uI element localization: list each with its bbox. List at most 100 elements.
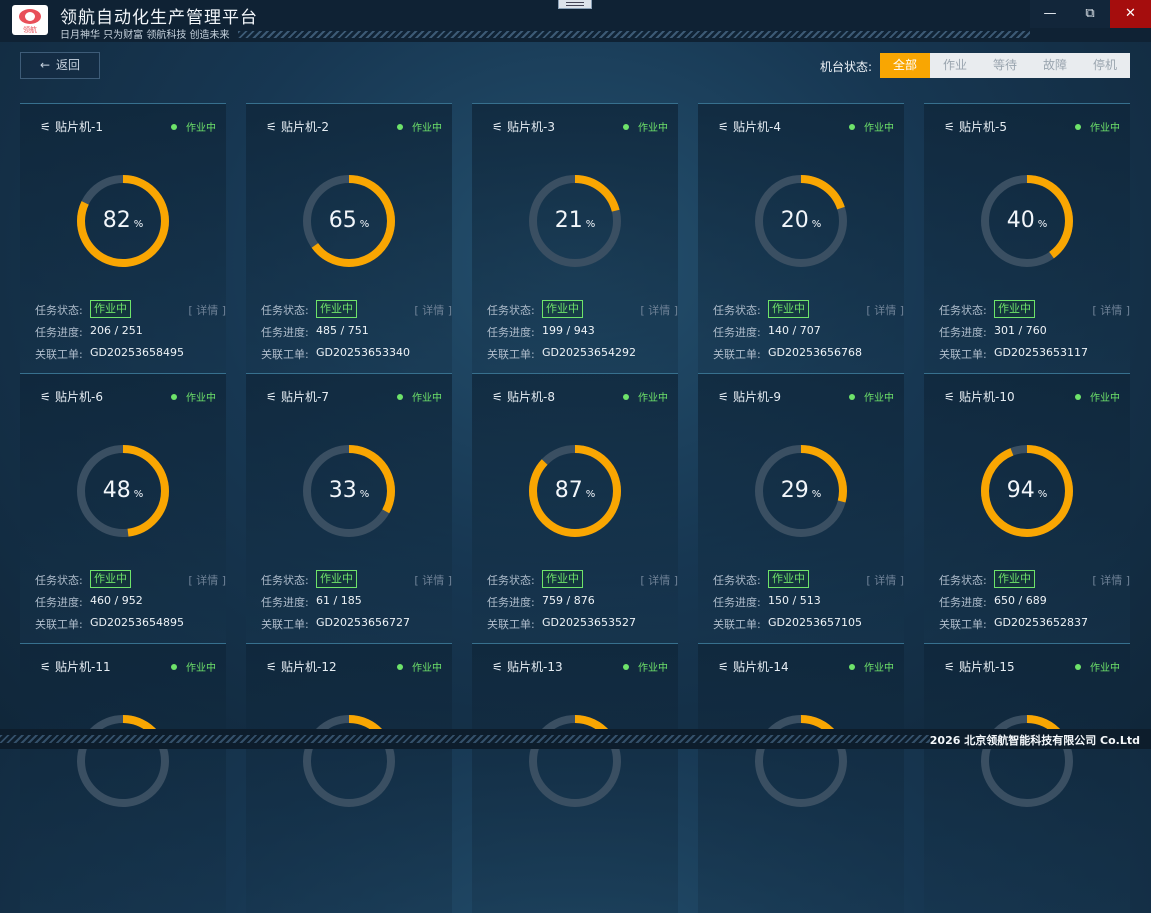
task-progress-label: 任务进度: [35, 596, 83, 609]
machine-card[interactable]: ⚟ 贴片机-15 作业中 [924, 643, 1130, 913]
machine-card[interactable]: ⚟ 贴片机-12 作业中 [246, 643, 452, 913]
progress-percent: 87% [528, 444, 622, 538]
pick-place-machine-icon: ⚟ [718, 660, 729, 674]
machine-card[interactable]: ⚟ 贴片机-3 作业中 21% 任务状态: 作业中 [ 详情 ] 任务进度: 199 / 943… [472, 103, 678, 373]
machine-card[interactable]: ⚟ 贴片机-5 作业中 40% 任务状态: 作业中 [ 详情 ] 任务进度: 301 / 760… [924, 103, 1130, 373]
machine-status: 作业中 [849, 119, 894, 134]
filter-option[interactable]: 故障 [1030, 53, 1080, 78]
machine-card[interactable]: ⚟ 贴片机-6 作业中 48% 任务状态: 作业中 [ 详情 ] 任务进度: 460 / 952… [20, 373, 226, 643]
minimize-button[interactable]: — [1030, 0, 1070, 28]
filter-option[interactable]: 全部 [880, 53, 930, 78]
machine-name-text: 贴片机-5 [959, 120, 1007, 134]
progress-percent: 20% [754, 174, 848, 268]
machine-name: ⚟ 贴片机-2 [266, 118, 329, 135]
copyright: 2026 北京领航智能科技有限公司 Co.Ltd [929, 734, 1140, 747]
work-order-value: GD20253653340 [316, 346, 410, 359]
progress-ring-fill [303, 445, 395, 537]
machine-card[interactable]: ⚟ 贴片机-2 作业中 65% 任务状态: 作业中 [ 详情 ] 任务进度: 485 / 751… [246, 103, 452, 373]
drag-handle-icon[interactable] [558, 0, 592, 9]
close-button[interactable]: ✕ [1110, 0, 1151, 28]
machine-name-text: 贴片机-15 [959, 660, 1015, 674]
machine-status-text: 作业中 [412, 663, 442, 674]
task-progress-label: 任务进度: [713, 596, 761, 609]
progress-ring-fill [755, 445, 847, 537]
machine-card[interactable]: ⚟ 贴片机-1 作业中 82% 任务状态: 作业中 [ 详情 ] 任务进度: 206 / 251… [20, 103, 226, 373]
progress-ring [303, 445, 395, 537]
status-dot-icon [1075, 394, 1081, 400]
machine-card[interactable]: ⚟ 贴片机-14 作业中 [698, 643, 904, 913]
back-button[interactable]: ← 返回 [20, 52, 100, 79]
task-progress-label: 任务进度: [487, 596, 535, 609]
detail-link[interactable]: [ 详情 ] [1092, 574, 1130, 587]
task-status-badge: 作业中 [768, 300, 809, 318]
machine-name: ⚟ 贴片机-8 [492, 388, 555, 405]
progress-ring-fill [529, 175, 621, 267]
status-dot-icon [849, 664, 855, 670]
machine-status: 作业中 [849, 659, 894, 674]
work-order-value: GD20253654292 [542, 346, 636, 359]
machine-name: ⚟ 贴片机-9 [718, 388, 781, 405]
machine-card[interactable]: ⚟ 贴片机-11 作业中 [20, 643, 226, 913]
detail-link[interactable]: [ 详情 ] [188, 304, 226, 317]
detail-link[interactable]: [ 详情 ] [414, 304, 452, 317]
work-order-label: 关联工单: [487, 618, 535, 631]
progress-ring-fill [77, 175, 169, 267]
machine-card[interactable]: ⚟ 贴片机-9 作业中 29% 任务状态: 作业中 [ 详情 ] 任务进度: 150 / 513… [698, 373, 904, 643]
filter-option[interactable]: 等待 [980, 53, 1030, 78]
work-order-label: 关联工单: [487, 348, 535, 361]
machine-name-text: 贴片机-13 [507, 660, 563, 674]
task-progress-value: 61 / 185 [316, 594, 362, 607]
machine-name-text: 贴片机-2 [281, 120, 329, 134]
machine-name: ⚟ 贴片机-1 [40, 118, 103, 135]
machine-card[interactable]: ⚟ 贴片机-13 作业中 [472, 643, 678, 913]
task-progress-value: 140 / 707 [768, 324, 821, 337]
filter-option[interactable]: 停机 [1080, 53, 1130, 78]
machine-name-text: 贴片机-3 [507, 120, 555, 134]
pick-place-machine-icon: ⚟ [718, 390, 729, 404]
status-dot-icon [397, 124, 403, 130]
task-progress-value: 150 / 513 [768, 594, 821, 607]
detail-link[interactable]: [ 详情 ] [640, 574, 678, 587]
work-order-value: GD20253657105 [768, 616, 862, 629]
progress-percent: 40% [980, 174, 1074, 268]
detail-link[interactable]: [ 详情 ] [414, 574, 452, 587]
task-progress-label: 任务进度: [939, 326, 987, 339]
machine-status: 作业中 [1075, 389, 1120, 404]
detail-link[interactable]: [ 详情 ] [188, 574, 226, 587]
machine-card[interactable]: ⚟ 贴片机-10 作业中 94% 任务状态: 作业中 [ 详情 ] 任务进度: 650 / 68… [924, 373, 1130, 643]
progress-percent-value: 20 [780, 208, 809, 233]
work-order-label: 关联工单: [35, 348, 83, 361]
progress-ring [77, 175, 169, 267]
task-status-label: 任务状态: [939, 574, 987, 587]
pick-place-machine-icon: ⚟ [266, 120, 277, 134]
progress-ring-fill [303, 715, 395, 807]
machine-name: ⚟ 贴片机-11 [40, 658, 111, 675]
machine-status: 作业中 [397, 389, 442, 404]
machine-name-text: 贴片机-12 [281, 660, 337, 674]
machine-card[interactable]: ⚟ 贴片机-8 作业中 87% 任务状态: 作业中 [ 详情 ] 任务进度: 759 / 876… [472, 373, 678, 643]
machine-name-text: 贴片机-1 [55, 120, 103, 134]
detail-link[interactable]: [ 详情 ] [640, 304, 678, 317]
pick-place-machine-icon: ⚟ [492, 390, 503, 404]
work-order-label: 关联工单: [35, 618, 83, 631]
machine-card[interactable]: ⚟ 贴片机-4 作业中 20% 任务状态: 作业中 [ 详情 ] 任务进度: 140 / 707… [698, 103, 904, 373]
task-status-label: 任务状态: [713, 304, 761, 317]
machine-name: ⚟ 贴片机-6 [40, 388, 103, 405]
machine-card[interactable]: ⚟ 贴片机-7 作业中 33% 任务状态: 作业中 [ 详情 ] 任务进度: 61 / 185 关… [246, 373, 452, 643]
machine-status: 作业中 [623, 389, 668, 404]
detail-link[interactable]: [ 详情 ] [866, 304, 904, 317]
task-status-badge: 作业中 [994, 570, 1035, 588]
task-progress-value: 460 / 952 [90, 594, 143, 607]
machine-status: 作业中 [171, 659, 216, 674]
task-status-badge: 作业中 [316, 300, 357, 318]
machine-status-text: 作业中 [864, 393, 894, 404]
detail-link[interactable]: [ 详情 ] [1092, 304, 1130, 317]
detail-link[interactable]: [ 详情 ] [866, 574, 904, 587]
machine-name: ⚟ 贴片机-12 [266, 658, 337, 675]
machine-status: 作业中 [1075, 659, 1120, 674]
logo-text: 领航 [23, 26, 37, 34]
filter-option[interactable]: 作业 [930, 53, 980, 78]
status-dot-icon [171, 394, 177, 400]
progress-ring-fill [755, 175, 847, 267]
maximize-button[interactable]: ⧉ [1070, 0, 1110, 28]
